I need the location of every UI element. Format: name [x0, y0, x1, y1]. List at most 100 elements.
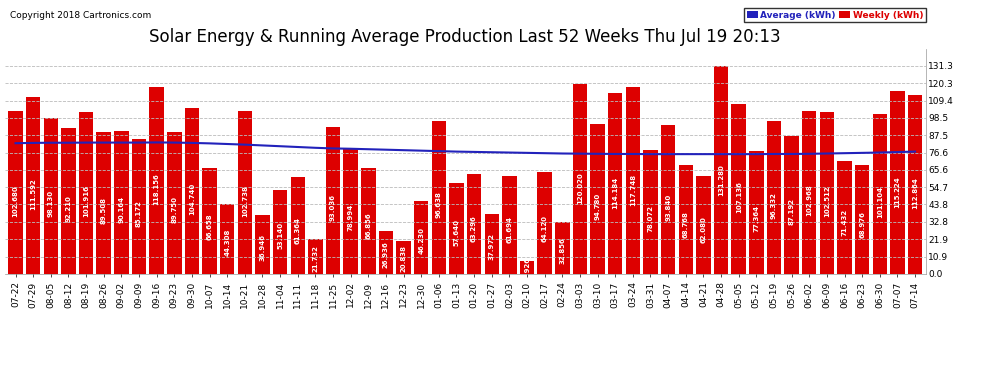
Text: 77.364: 77.364 [753, 205, 759, 232]
Text: 92.210: 92.210 [65, 195, 71, 222]
Bar [766, 122, 781, 274]
Text: 78.072: 78.072 [647, 205, 653, 232]
Bar [502, 176, 517, 274]
Text: 87.192: 87.192 [789, 198, 795, 225]
Text: 102.738: 102.738 [242, 184, 248, 216]
Text: 32.856: 32.856 [559, 237, 565, 264]
Text: 98.130: 98.130 [48, 190, 53, 217]
Text: 46.230: 46.230 [418, 227, 424, 254]
Bar [732, 104, 745, 274]
Bar [132, 139, 147, 274]
Bar [784, 136, 799, 274]
Text: 68.976: 68.976 [859, 211, 865, 238]
Bar [872, 114, 887, 274]
Text: 104.740: 104.740 [189, 183, 195, 215]
Legend: Average (kWh), Weekly (kWh): Average (kWh), Weekly (kWh) [744, 8, 926, 22]
Text: 96.332: 96.332 [771, 192, 777, 219]
Bar [344, 149, 358, 274]
Text: 66.658: 66.658 [207, 213, 213, 240]
Text: 114.184: 114.184 [612, 176, 618, 209]
Bar [908, 95, 923, 274]
Bar [696, 176, 711, 274]
Text: Copyright 2018 Cartronics.com: Copyright 2018 Cartronics.com [10, 11, 151, 20]
Text: 117.748: 117.748 [630, 174, 636, 206]
Text: 101.104: 101.104 [877, 186, 883, 218]
Text: 107.136: 107.136 [736, 182, 742, 213]
Text: 61.364: 61.364 [295, 216, 301, 243]
Bar [26, 97, 41, 274]
Bar [890, 92, 905, 274]
Bar [802, 111, 817, 274]
Text: 102.512: 102.512 [824, 185, 830, 217]
Bar [167, 132, 181, 274]
Bar [467, 174, 481, 274]
Bar [590, 124, 605, 274]
Bar [290, 177, 305, 274]
Bar [79, 112, 93, 274]
Bar [414, 201, 429, 274]
Bar [484, 214, 499, 274]
Bar [538, 172, 551, 274]
Bar [308, 239, 323, 274]
Text: 63.296: 63.296 [471, 215, 477, 242]
Text: 93.036: 93.036 [330, 194, 336, 221]
Text: 118.156: 118.156 [153, 174, 159, 206]
Text: 64.120: 64.120 [542, 214, 547, 242]
Bar [255, 215, 269, 274]
Text: 21.732: 21.732 [313, 245, 319, 272]
Bar [678, 165, 693, 274]
Text: 101.916: 101.916 [83, 185, 89, 217]
Text: 120.020: 120.020 [577, 172, 583, 204]
Text: 90.164: 90.164 [119, 196, 125, 223]
Text: 7.926: 7.926 [524, 257, 530, 279]
Text: 78.994: 78.994 [347, 204, 353, 231]
Bar [96, 132, 111, 274]
Bar [644, 150, 657, 274]
Text: 62.080: 62.080 [700, 216, 707, 243]
Text: 57.640: 57.640 [453, 219, 459, 246]
Text: 102.968: 102.968 [806, 184, 812, 216]
Bar [238, 111, 252, 274]
Text: 36.946: 36.946 [259, 234, 265, 261]
Bar [820, 111, 835, 274]
Bar [520, 261, 535, 274]
Bar [220, 204, 235, 274]
Text: 112.864: 112.864 [912, 177, 918, 209]
Bar [273, 190, 287, 274]
Text: 20.838: 20.838 [401, 245, 407, 272]
Text: 85.172: 85.172 [136, 200, 142, 226]
Bar [449, 183, 463, 274]
Text: 44.308: 44.308 [224, 228, 231, 256]
Text: 111.592: 111.592 [30, 178, 37, 210]
Bar [185, 108, 199, 274]
Bar [361, 168, 375, 274]
Text: 66.856: 66.856 [365, 213, 371, 240]
Text: 89.508: 89.508 [101, 196, 107, 223]
Bar [661, 125, 675, 274]
Text: 102.680: 102.680 [13, 185, 19, 216]
Text: 53.140: 53.140 [277, 222, 283, 249]
Bar [396, 241, 411, 274]
Bar [749, 152, 763, 274]
Bar [432, 121, 446, 274]
Text: 93.840: 93.840 [665, 193, 671, 220]
Bar [44, 118, 58, 274]
Bar [608, 93, 623, 274]
Bar [114, 131, 129, 274]
Bar [855, 165, 869, 274]
Bar [326, 126, 341, 274]
Bar [626, 87, 641, 274]
Bar [838, 161, 851, 274]
Bar [379, 231, 393, 274]
Bar [714, 66, 729, 274]
Bar [572, 84, 587, 274]
Text: 115.224: 115.224 [894, 176, 901, 208]
Text: 131.280: 131.280 [718, 164, 724, 196]
Text: 71.432: 71.432 [842, 209, 847, 237]
Text: 68.768: 68.768 [683, 211, 689, 238]
Bar [202, 168, 217, 274]
Title: Solar Energy & Running Average Production Last 52 Weeks Thu Jul 19 20:13: Solar Energy & Running Average Productio… [149, 28, 781, 46]
Text: 61.694: 61.694 [507, 216, 513, 243]
Text: 89.750: 89.750 [171, 196, 177, 223]
Bar [555, 222, 569, 274]
